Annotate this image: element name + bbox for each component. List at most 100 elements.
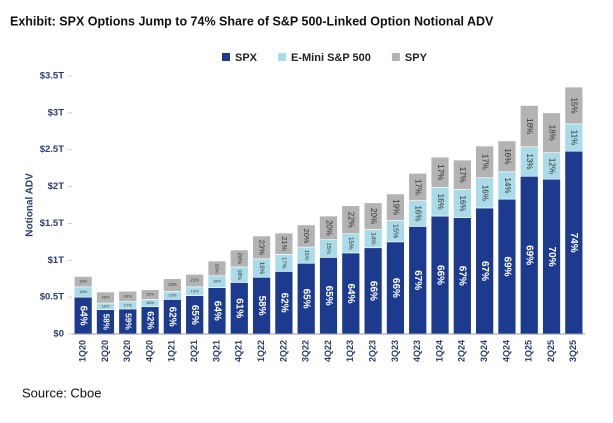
share-label: 22%: [347, 212, 356, 228]
share-label: 12%: [547, 158, 556, 174]
y-tick-label: $0.5T: [40, 292, 64, 303]
share-label: 59%: [124, 313, 134, 330]
x-tick-label: 2Q20: [100, 340, 110, 362]
x-tick-label: 4Q21: [234, 340, 244, 362]
share-label: 62%: [167, 307, 178, 327]
share-label: 69%: [501, 257, 512, 277]
source: Source: Cboe: [22, 385, 102, 400]
share-label: 21%: [280, 237, 288, 252]
share-label: 67%: [457, 266, 468, 286]
bar-segment: [230, 249, 249, 268]
share-label: 65%: [301, 289, 312, 309]
bar-segment: [252, 235, 271, 260]
bar-segment: [497, 140, 517, 173]
share-label: 15%: [168, 292, 176, 297]
share-label: 16%: [213, 279, 221, 284]
bar-segment: [140, 289, 160, 300]
share-label: 19%: [391, 199, 400, 215]
share-label: 23%: [258, 240, 267, 255]
x-tick-label: 3Q24: [479, 340, 489, 362]
bar-segment: [475, 145, 494, 179]
share-label: 17%: [458, 167, 467, 183]
share-label: 18%: [236, 269, 242, 280]
share-label: 17%: [414, 179, 423, 195]
x-tick-label: 2Q25: [546, 340, 556, 362]
bar-segment: [207, 260, 227, 277]
share-label: 26%: [101, 295, 109, 300]
share-label: 20%: [324, 220, 333, 236]
bar-segment: [542, 112, 561, 153]
bar-segment: [341, 205, 361, 235]
share-label: 17%: [481, 154, 490, 170]
share-label: 20%: [236, 253, 242, 264]
legend-swatch: [391, 53, 400, 61]
share-label: 67%: [479, 261, 490, 281]
bar-segment: [274, 232, 294, 255]
share-label: 13%: [525, 154, 534, 170]
share-label: 16%: [146, 300, 154, 305]
x-tick-label: 3Q22: [301, 340, 311, 362]
y-tick-label: $3.5T: [40, 71, 64, 82]
bar-segment: [564, 86, 584, 125]
share-label: 20%: [302, 229, 311, 244]
share-label: 14%: [369, 232, 376, 245]
chart-title: Exhibit: SPX Options Jump to 74% Share o…: [10, 14, 494, 28]
x-tick-label: 1Q23: [345, 340, 355, 362]
legend-swatch: [222, 53, 230, 61]
bar-segment: [520, 105, 539, 148]
x-tick-label: 4Q23: [412, 340, 422, 362]
share-label: 19%: [258, 262, 265, 275]
share-label: 15%: [392, 224, 400, 239]
share-label: 16%: [481, 185, 490, 201]
share-label: 70%: [546, 247, 557, 267]
bar-segment: [319, 215, 338, 240]
x-tick-label: 1Q22: [256, 340, 266, 362]
share-label: 21%: [191, 278, 200, 283]
share-label: 66%: [367, 281, 378, 301]
bar-segment: [408, 173, 427, 201]
x-tick-label: 3Q23: [390, 340, 400, 362]
share-label: 20%: [214, 263, 220, 273]
share-label: 15%: [347, 237, 354, 250]
bar-segment: [73, 276, 93, 288]
x-tick-label: 1Q24: [434, 340, 444, 362]
share-label: 65%: [189, 305, 200, 325]
x-tick-label: 2Q24: [457, 340, 467, 362]
legend-label: SPY: [405, 52, 428, 64]
share-label: 15%: [303, 250, 309, 261]
x-tick-label: 3Q25: [568, 340, 578, 362]
share-label: 66%: [434, 265, 445, 285]
bar-segment: [363, 202, 383, 230]
share-label: 15%: [325, 243, 331, 256]
y-tick-label: $1.5T: [40, 218, 64, 229]
share-label: 64%: [78, 306, 89, 326]
share-label: 16%: [458, 196, 467, 212]
share-label: 67%: [412, 270, 423, 290]
x-tick-label: 1Q21: [167, 340, 177, 362]
share-label: 18%: [525, 118, 534, 134]
y-tick-label: $2T: [48, 181, 65, 192]
share-label: 17%: [280, 257, 286, 268]
x-tick-label: 1Q25: [524, 340, 534, 362]
share-label: 18%: [79, 279, 87, 284]
share-label: 16%: [436, 194, 445, 210]
bar-segment: [453, 159, 472, 190]
x-tick-label: 4Q22: [323, 340, 333, 362]
share-label: 24%: [124, 293, 132, 298]
bar-segment: [386, 193, 405, 221]
x-tick-label: 2Q21: [189, 340, 199, 362]
share-label: 58%: [256, 296, 267, 316]
share-label: 64%: [211, 301, 222, 321]
share-label: 61%: [234, 298, 245, 318]
x-tick-label: 3Q20: [122, 340, 132, 362]
bar-segment: [296, 224, 316, 248]
share-label: 16%: [503, 148, 512, 164]
bar-segment: [430, 156, 450, 188]
legend-label: SPX: [235, 52, 258, 64]
share-label: 69%: [524, 245, 535, 265]
y-axis-title: Notional ADV: [25, 173, 36, 237]
share-label: 14%: [503, 177, 512, 193]
share-label: 20%: [369, 208, 378, 224]
y-tick-label: $3T: [48, 107, 65, 118]
